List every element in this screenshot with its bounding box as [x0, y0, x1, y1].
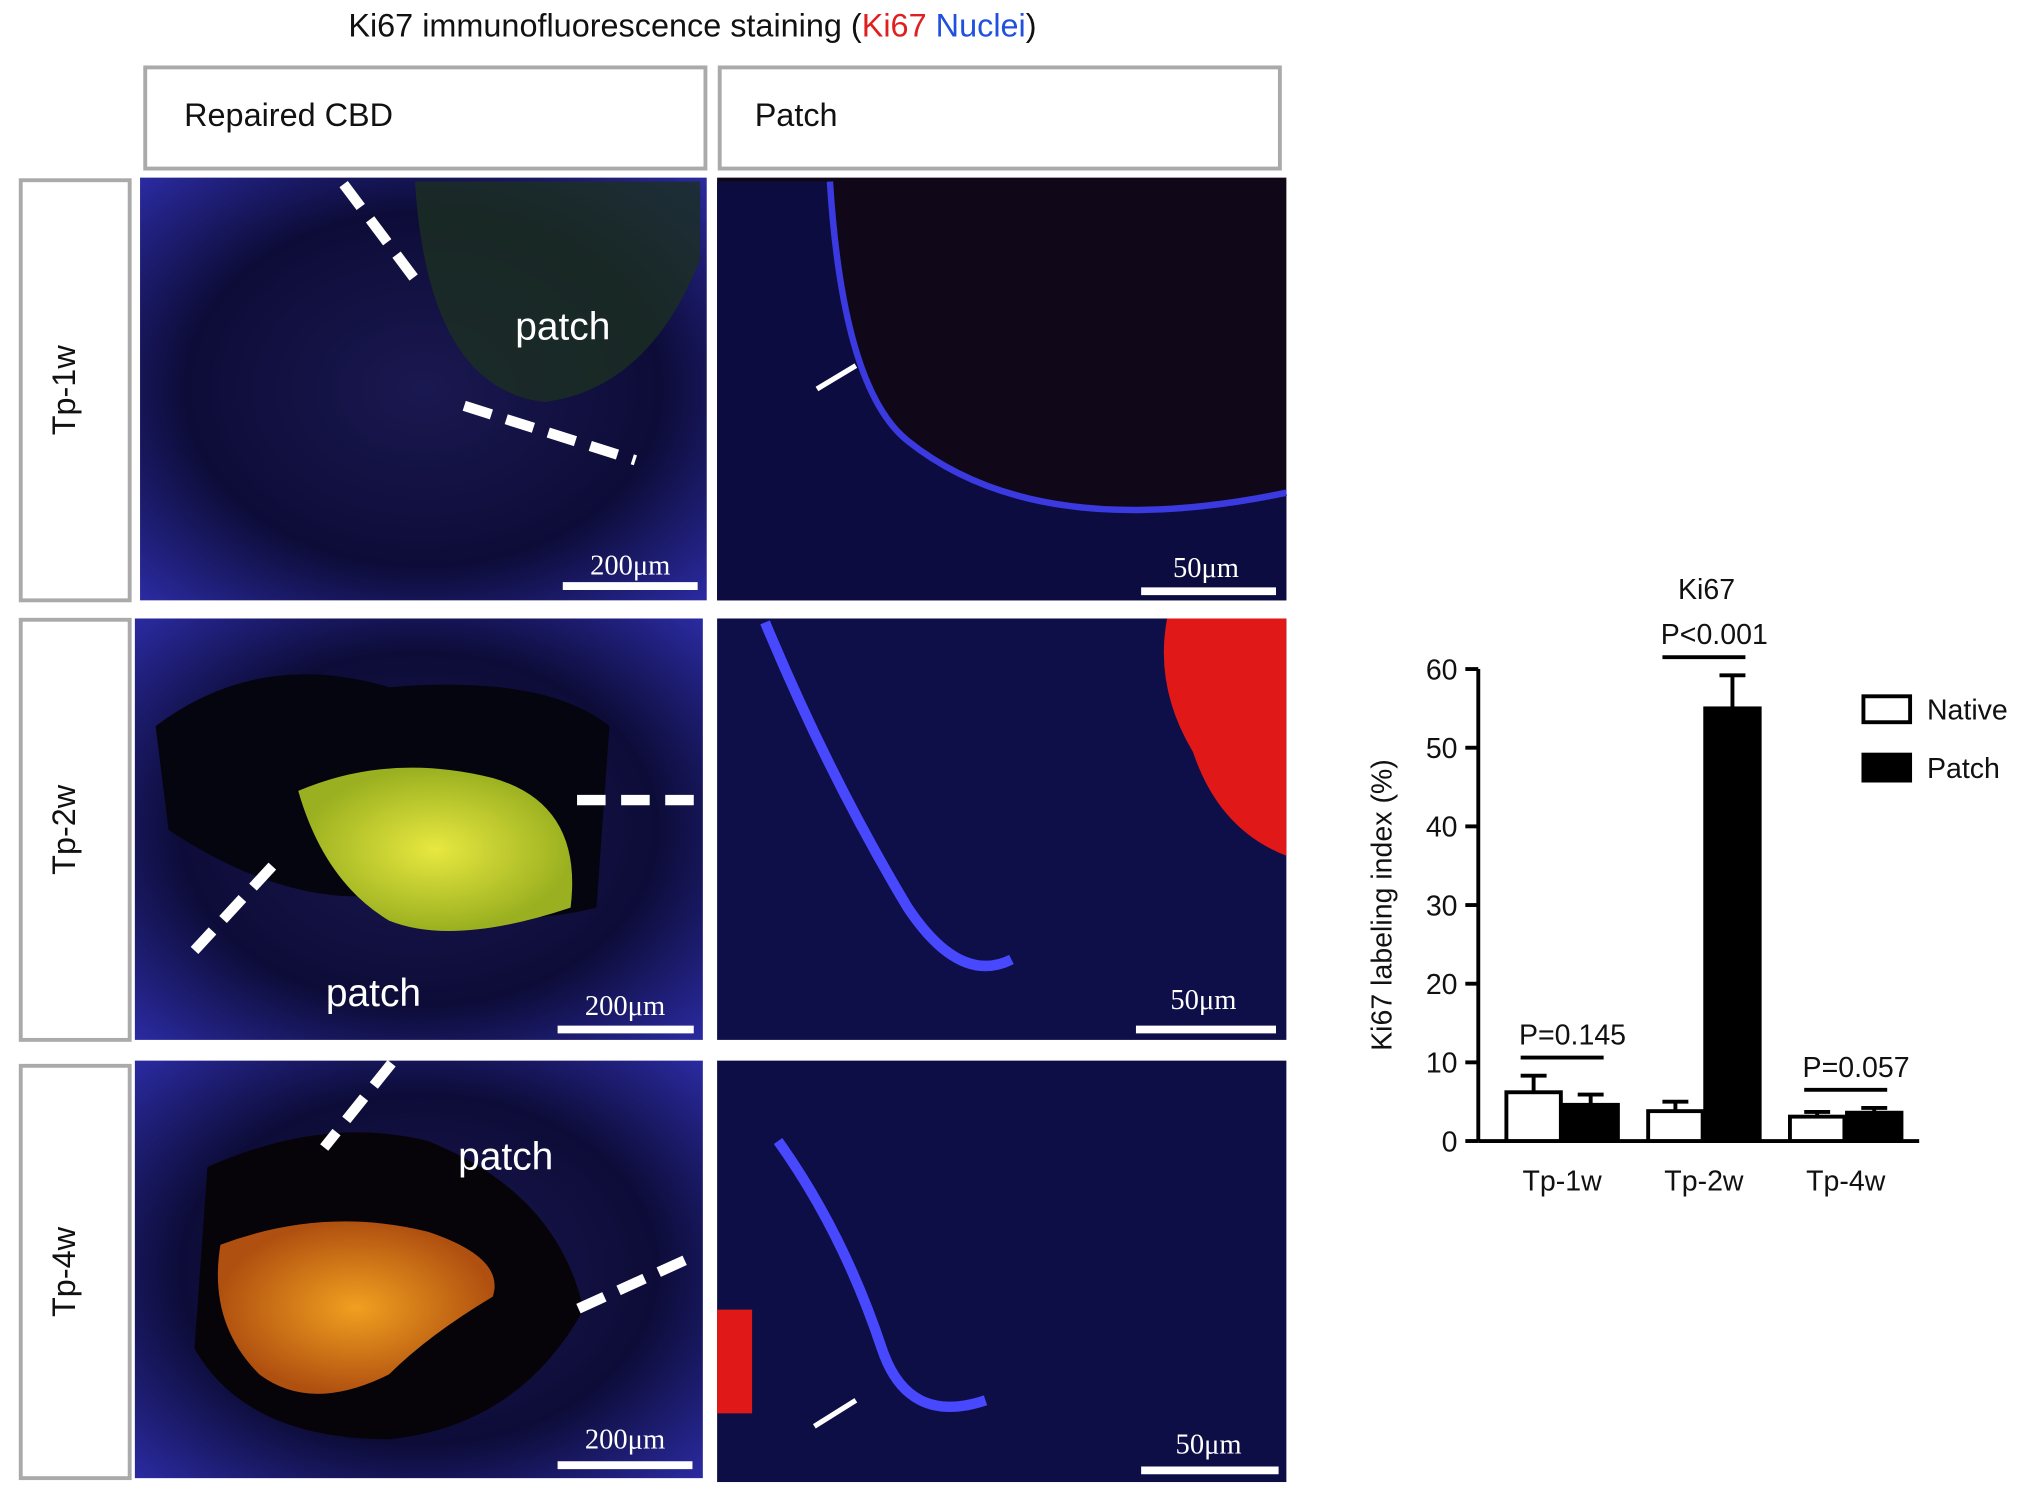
y-axis-label: Ki67 labeling index (%) [1366, 759, 1398, 1051]
bar [1504, 1090, 1563, 1143]
x-tick-label: Tp-2w [1664, 1165, 1744, 1197]
row-label: Tp-4w [46, 1226, 82, 1317]
p-value: P<0.001 [1661, 619, 1768, 651]
bar [1787, 1114, 1847, 1143]
bar [1646, 1109, 1705, 1143]
title-text: ) [1026, 7, 1037, 43]
y-tick-label: 10 [1426, 1048, 1458, 1080]
legend-swatch [1861, 694, 1913, 725]
row-label-box [18, 1063, 132, 1481]
micrograph: patch 200μm [140, 177, 707, 601]
micrograph: 50μm [717, 177, 1288, 601]
bar [1703, 706, 1762, 1143]
y-tick-label: 40 [1426, 812, 1458, 844]
row-label: Tp-1w [46, 345, 82, 436]
legend-label: Patch [1927, 753, 2000, 785]
column-header: Repaired CBD [184, 97, 393, 133]
bar [1561, 1102, 1620, 1143]
y-tick-label: 50 [1426, 733, 1458, 765]
title-ki67: Ki67 [862, 7, 927, 43]
p-value: P=0.057 [1803, 1052, 1910, 1084]
y-tick-label: 20 [1426, 969, 1458, 1001]
column-header: Patch [755, 97, 838, 133]
x-tick-label: Tp-4w [1806, 1165, 1886, 1197]
row-label-box [18, 617, 132, 1042]
scale-bar-label: 50μm [1173, 553, 1239, 584]
column-header-box [143, 65, 708, 171]
figure-title: Ki67 immunofluorescence staining (Ki67 Nu… [348, 7, 1036, 43]
row-label: Tp-2w [46, 784, 82, 875]
micrograph: 50μm [717, 1060, 1287, 1483]
p-value: P=0.145 [1519, 1020, 1626, 1052]
scale-bar-label: 200μm [590, 550, 670, 581]
y-tick-label: 60 [1426, 654, 1458, 686]
x-tick-label: Tp-1w [1523, 1165, 1603, 1197]
row-labels: Tp-1w Tp-2w Tp-4w [18, 178, 132, 1481]
panel-label: patch [326, 972, 421, 1015]
y-tick-label: 30 [1426, 890, 1458, 922]
title-text: Ki67 immunofluorescence staining ( [348, 7, 862, 43]
y-tick-label: 0 [1442, 1126, 1458, 1158]
scale-bar-label: 50μm [1176, 1430, 1242, 1461]
panel-label: patch [458, 1136, 553, 1179]
column-header-box [717, 65, 1282, 171]
chart-title: Ki67 [1678, 574, 1735, 606]
title-nuclei: Nuclei [936, 7, 1026, 43]
scale-bar-label: 200μm [585, 1424, 665, 1455]
micrograph: 50μm [717, 618, 1287, 1040]
legend-swatch [1861, 752, 1913, 783]
bar [1845, 1110, 1904, 1143]
legend-label: Native [1927, 695, 2008, 727]
micrograph: patch 200μm [134, 1059, 703, 1479]
panel-label: patch [515, 306, 610, 349]
bar-chart: 0 10 20 30 40 50 60 Ki67 labeling index (%) Tp-1… [1366, 574, 2007, 1197]
scale-bar-label: 200μm [585, 991, 665, 1022]
scale-bar-label: 50μm [1170, 985, 1236, 1016]
row-label-box [18, 178, 132, 603]
micrograph: patch 200μm [134, 618, 703, 1040]
